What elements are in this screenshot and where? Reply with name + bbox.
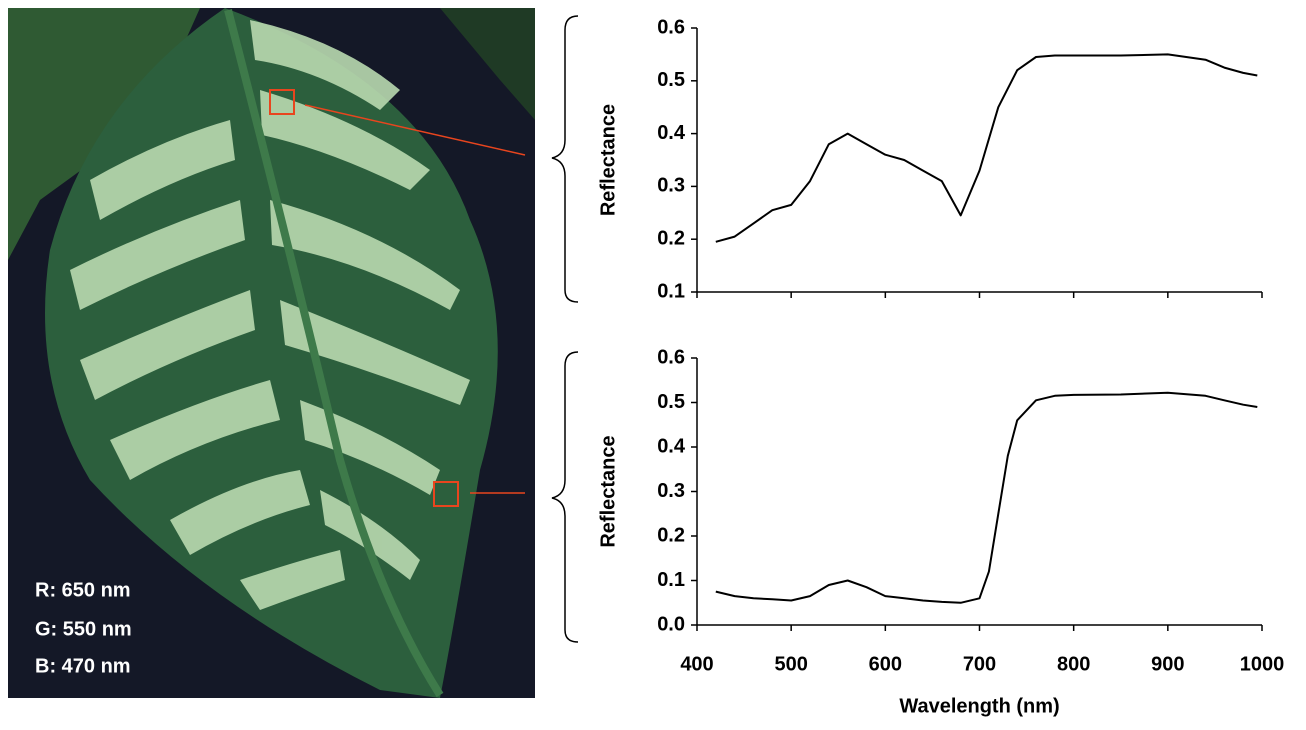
x-tick-label: 700 (963, 653, 996, 675)
y-tick-label: 0.4 (657, 122, 686, 144)
y-tick-label: 0.1 (657, 569, 685, 591)
image-label: B: 470 nm (35, 655, 131, 677)
connectors (304, 104, 526, 494)
y-tick-label: 0.5 (657, 391, 685, 413)
y-tick-label: 0.0 (657, 613, 685, 635)
x-tick-label: 900 (1151, 653, 1184, 675)
y-tick-label: 0.2 (657, 524, 685, 546)
x-tick-label: 500 (774, 653, 807, 675)
y-tick-label: 0.4 (657, 435, 686, 457)
image-label: G: 550 nm (35, 618, 132, 640)
y-axis-label: Reflectance (597, 104, 619, 216)
x-tick-label: 800 (1057, 653, 1090, 675)
braces (551, 15, 579, 643)
x-tick-label: 1000 (1240, 653, 1285, 675)
spectrum-line (715, 53, 1258, 243)
image-label: R: 650 nm (35, 579, 131, 601)
x-axis-label: Wavelength (nm) (899, 695, 1059, 717)
y-tick-label: 0.5 (657, 69, 685, 91)
y-tick-label: 0.3 (657, 175, 685, 197)
y-tick-label: 0.6 (657, 16, 685, 38)
y-tick-label: 0.6 (657, 346, 685, 368)
y-tick-label: 0.3 (657, 480, 685, 502)
y-tick-label: 0.2 (657, 227, 685, 249)
leaf-image: R: 650 nm G: 550 nm B: 470 nm (8, 8, 535, 698)
x-tick-label: 600 (869, 653, 902, 675)
y-axis-label: Reflectance (597, 435, 619, 547)
x-tick-label: 400 (680, 653, 713, 675)
spectrum-line (715, 391, 1258, 604)
y-tick-label: 0.1 (657, 280, 685, 302)
